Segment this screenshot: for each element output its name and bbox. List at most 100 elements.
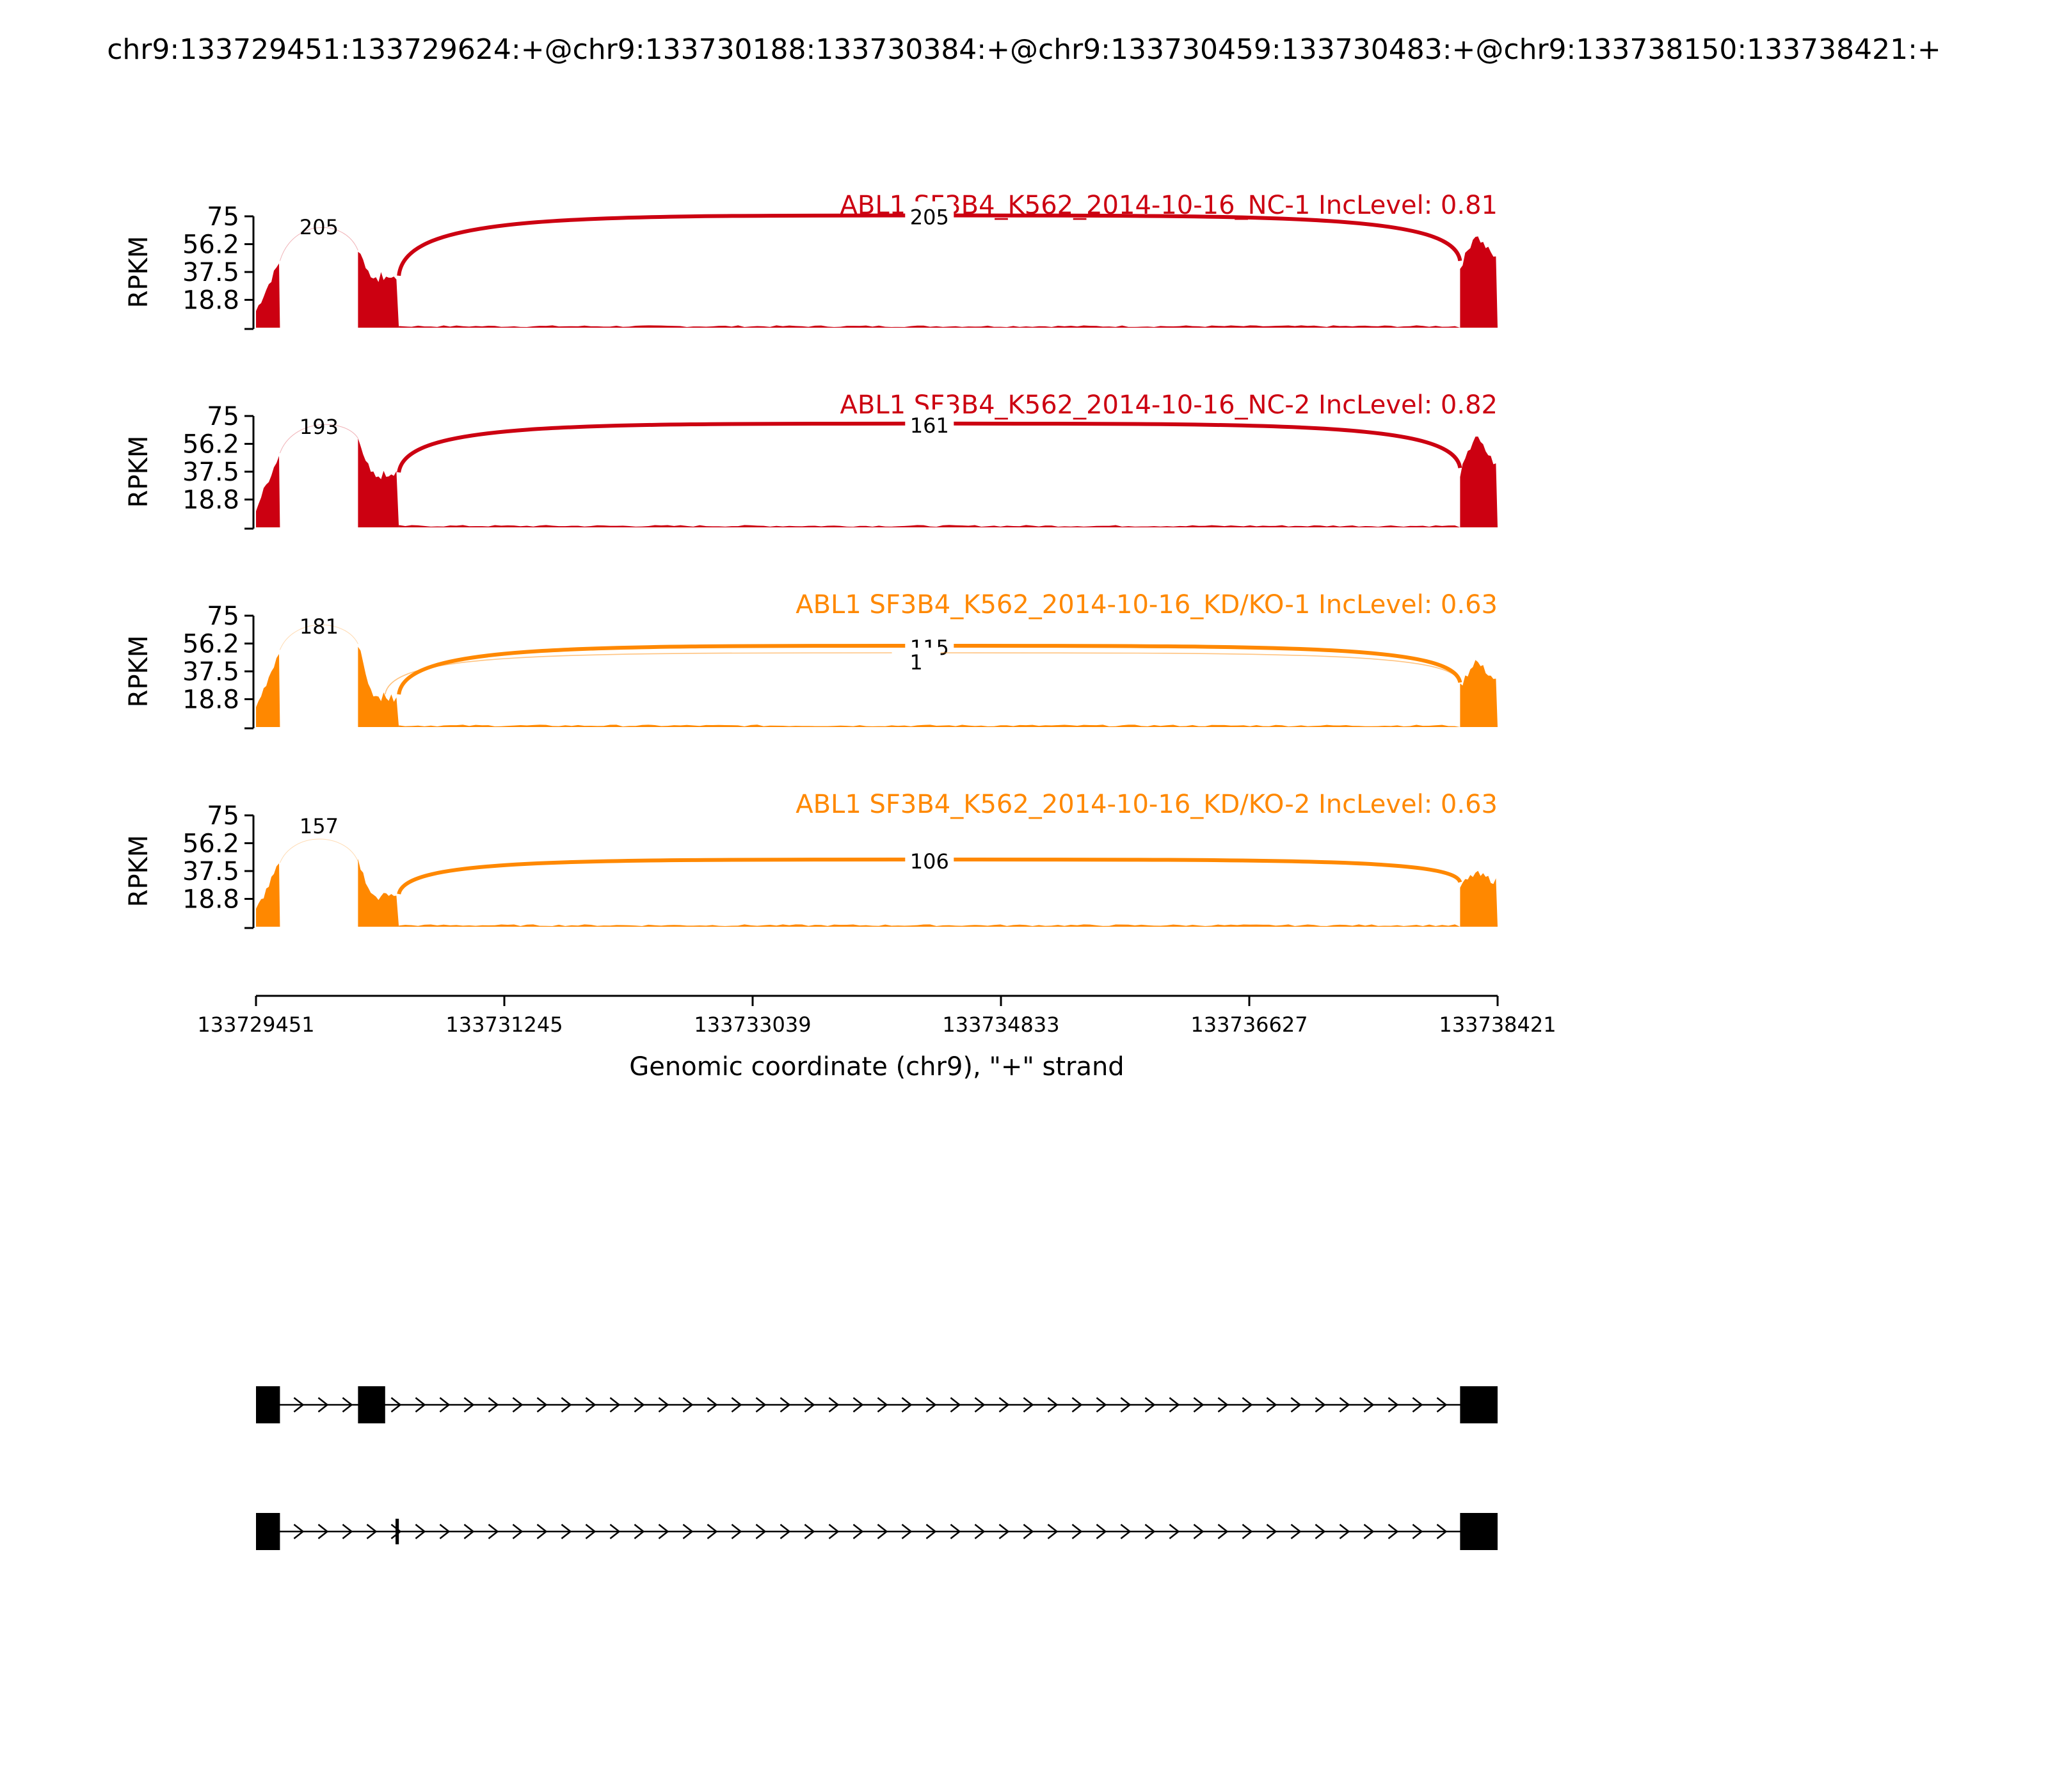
strand-arrow: [1193, 1397, 1204, 1412]
strand-arrow: [293, 1397, 305, 1412]
coverage-exon4: [1460, 236, 1498, 328]
y-tick-label: 18.8: [182, 286, 239, 316]
strand-arrow: [1047, 1524, 1059, 1539]
strand-arrow: [658, 1524, 669, 1539]
strand-arrow: [1290, 1524, 1302, 1539]
strand-arrow: [317, 1524, 329, 1539]
strand-arrow: [852, 1397, 864, 1412]
x-tick-label: 133729451: [197, 1012, 314, 1037]
junction-count: 157: [300, 814, 339, 838]
coverage-intron: [399, 924, 1460, 927]
y-tick-label: 75: [207, 602, 239, 631]
exon-block: [358, 1386, 385, 1423]
strand-arrow: [731, 1524, 742, 1539]
exon-block: [1460, 1513, 1498, 1550]
strand-arrow: [1096, 1524, 1107, 1539]
strand-arrow: [390, 1397, 402, 1412]
strand-arrow: [1388, 1397, 1399, 1412]
junction-arc: [279, 227, 358, 261]
junction-count: 205: [910, 205, 949, 230]
y-tick-label: 18.8: [182, 486, 239, 515]
strand-arrow: [1388, 1524, 1399, 1539]
strand-arrow: [634, 1524, 645, 1539]
strand-arrow: [390, 1524, 402, 1539]
strand-arrow: [439, 1397, 451, 1412]
y-tick-label: 56.2: [182, 630, 239, 659]
isoform-1: [256, 1386, 1498, 1423]
junction-arc: [279, 624, 358, 650]
strand-arrow: [342, 1397, 353, 1412]
strand-arrow: [755, 1397, 767, 1412]
strand-arrow: [561, 1524, 572, 1539]
strand-arrow: [1339, 1397, 1350, 1412]
strand-arrow: [682, 1524, 694, 1539]
y-tick-label: 37.5: [182, 657, 239, 687]
strand-arrow: [1193, 1524, 1204, 1539]
coverage-exon2: [358, 438, 399, 527]
track-label: ABL1 SF3B4_K562_2014-10-16_KD/KO-1 IncLe…: [796, 590, 1498, 620]
strand-arrow: [366, 1524, 378, 1539]
strand-arrow: [925, 1397, 937, 1412]
strand-arrow: [634, 1397, 645, 1412]
strand-arrow: [974, 1524, 986, 1539]
strand-arrow: [804, 1397, 815, 1412]
strand-arrow: [585, 1524, 596, 1539]
strand-arrow: [415, 1524, 426, 1539]
strand-arrow: [488, 1524, 499, 1539]
coverage-exon1: [256, 863, 280, 927]
y-axis-label: RPKM: [124, 835, 154, 908]
strand-arrow: [877, 1397, 888, 1412]
junction-count-bg: [892, 648, 941, 673]
strand-arrow: [707, 1524, 718, 1539]
strand-arrow: [1436, 1397, 1448, 1412]
strand-arrow: [901, 1397, 913, 1412]
coverage-exon2: [358, 646, 399, 727]
strand-arrow: [1412, 1397, 1423, 1412]
strand-arrow: [342, 1524, 353, 1539]
strand-arrow: [998, 1397, 1010, 1412]
junction-count-bg: [905, 201, 954, 227]
strand-arrow: [1144, 1524, 1156, 1539]
y-tick-label: 75: [207, 402, 239, 431]
y-tick-label: 75: [207, 801, 239, 831]
strand-arrow: [950, 1397, 961, 1412]
y-tick-label: 18.8: [182, 885, 239, 915]
strand-arrow: [536, 1397, 548, 1412]
coverage-intron: [399, 325, 1460, 328]
strand-arrow: [1023, 1397, 1034, 1412]
strand-arrow: [1339, 1524, 1350, 1539]
junction-count: 205: [300, 215, 339, 239]
y-tick-label: 37.5: [182, 258, 239, 287]
junction-arc: [279, 424, 358, 454]
x-tick-label: 133733039: [694, 1012, 811, 1037]
strand-arrow: [780, 1397, 791, 1412]
strand-arrow: [974, 1397, 986, 1412]
y-tick-label: 56.2: [182, 829, 239, 859]
y-tick-label: 37.5: [182, 458, 239, 487]
junction-arc: [279, 838, 358, 863]
strand-arrow: [463, 1397, 475, 1412]
strand-arrow: [1217, 1397, 1229, 1412]
coverage-exon4: [1460, 660, 1498, 727]
y-axis-label: RPKM: [124, 436, 154, 508]
strand-arrow: [1363, 1524, 1375, 1539]
strand-arrow: [1071, 1397, 1083, 1412]
coverage-intron: [399, 525, 1460, 527]
junction-count: 193: [300, 415, 339, 439]
isoform-models: [256, 1386, 1498, 1550]
strand-arrow: [1096, 1397, 1107, 1412]
exon-block: [256, 1513, 280, 1550]
coverage-exon1: [256, 456, 280, 527]
y-tick-label: 18.8: [182, 685, 239, 715]
strand-arrow: [415, 1397, 426, 1412]
x-tick-label: 133734833: [942, 1012, 1059, 1037]
strand-arrow: [925, 1524, 937, 1539]
strand-arrow: [1144, 1397, 1156, 1412]
coverage-intron: [399, 724, 1460, 727]
strand-arrow: [1412, 1524, 1423, 1539]
strand-arrow: [439, 1524, 451, 1539]
y-tick-label: 56.2: [182, 230, 239, 260]
